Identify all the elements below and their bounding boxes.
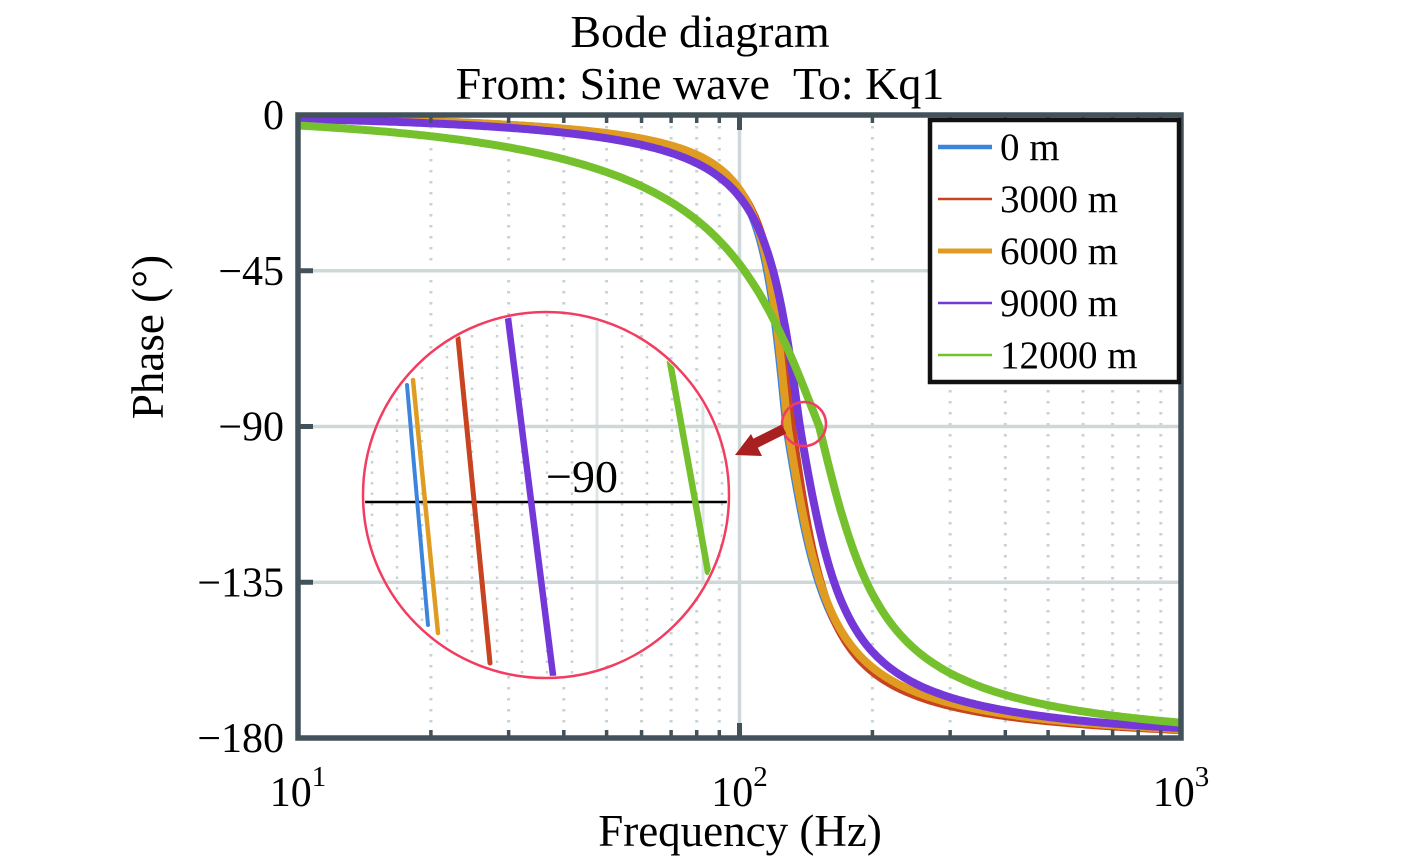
legend-item-label: 9000 m [1000, 282, 1118, 325]
phase-curves [298, 115, 1181, 734]
inset-curve-segment-3000m [455, 335, 493, 666]
inset-crossover-label: −90 [546, 451, 618, 502]
chart-title: Bode diagram [570, 6, 830, 57]
x-tick-label: 101 [270, 761, 327, 816]
curve-12000m [298, 121, 1181, 727]
legend-item-label: 6000 m [1000, 230, 1118, 273]
legend-item-label: 12000 m [1000, 334, 1138, 377]
x-tick-label: 102 [711, 761, 768, 816]
arrow-icon [735, 424, 787, 456]
x-tick-label: 103 [1153, 761, 1210, 816]
y-tick-label: −45 [218, 249, 284, 295]
inset-curve-segment-12000m [666, 358, 712, 576]
inset-circle-outline [361, 310, 731, 680]
x-axis-label: Frequency (Hz) [598, 806, 882, 856]
legend-rows: 0 m 3000 m 6000 m 9000 m 12000 m [938, 126, 1138, 377]
y-tick-label: −135 [197, 560, 284, 606]
legend: 0 m 3000 m 6000 m 9000 m 12000 m [927, 117, 1182, 385]
crossover-highlight-circle [780, 400, 828, 448]
inset-curve-segment-9000m [504, 314, 557, 676]
y-tick-label: −90 [218, 405, 284, 451]
inset-curve-segment-0m [405, 383, 430, 627]
zoom-inset: −90 [361, 310, 731, 680]
curve-9000m [298, 115, 1181, 732]
chart-subtitle: From: Sine wave To: Kq1 [456, 58, 945, 109]
legend-item-label: 0 m [1000, 126, 1060, 169]
y-tick-label: −180 [197, 716, 284, 762]
legend-item-label: 3000 m [1000, 178, 1118, 221]
y-tick-label: 0 [263, 93, 284, 139]
inset-content [365, 314, 727, 676]
inset-curve-segment-6000m [410, 377, 441, 636]
crossover-annotation [735, 400, 828, 456]
y-axis-label: Phase (°) [123, 255, 173, 419]
